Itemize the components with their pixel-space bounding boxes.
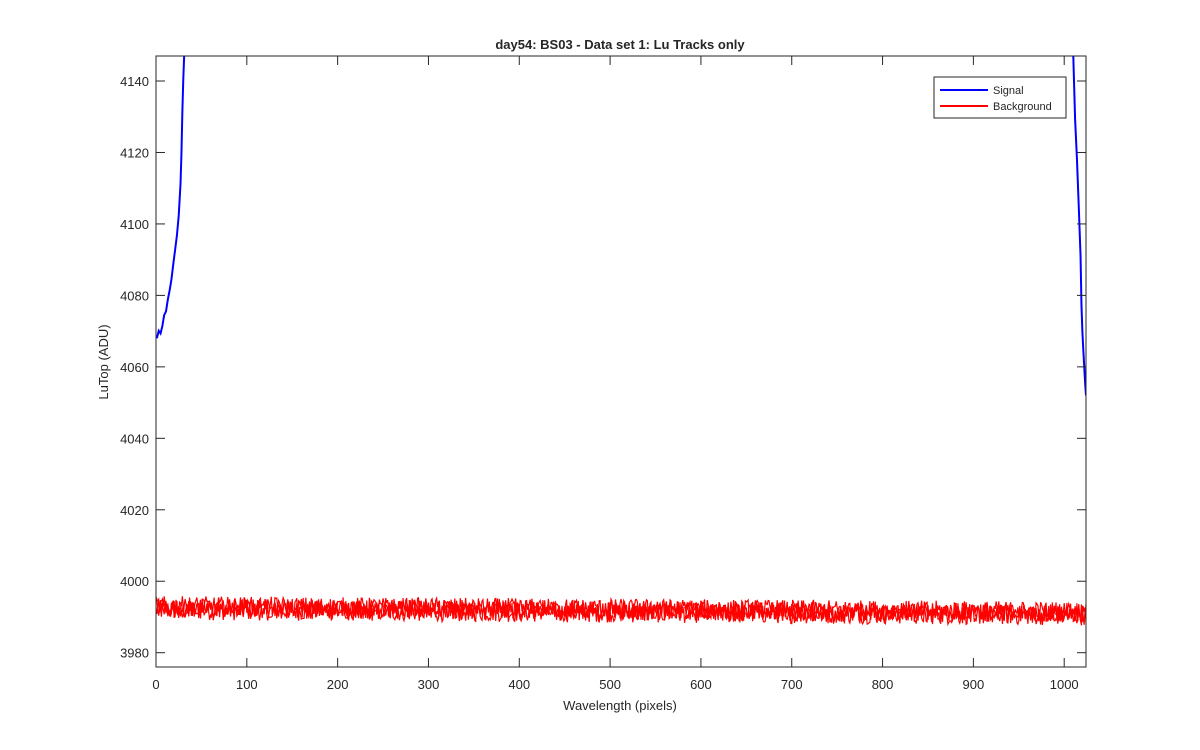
y-tick-label: 4020 <box>120 503 149 518</box>
x-tick-label: 500 <box>599 677 621 692</box>
y-tick-label: 4000 <box>120 574 149 589</box>
x-tick-label: 1000 <box>1050 677 1079 692</box>
y-tick-label: 4040 <box>120 431 149 446</box>
legend-label-background: Background <box>993 101 1052 113</box>
x-tick-label: 0 <box>152 677 159 692</box>
x-tick-label: 800 <box>872 677 894 692</box>
y-tick-label: 4060 <box>120 360 149 375</box>
chart-title: day54: BS03 - Data set 1: Lu Tracks only <box>495 37 745 52</box>
x-tick-label: 900 <box>963 677 985 692</box>
x-tick-label: 100 <box>236 677 258 692</box>
y-tick-label: 4120 <box>120 145 149 160</box>
legend-label-signal: Signal <box>993 85 1024 97</box>
signal-series-line <box>156 56 186 339</box>
x-axis-label: Wavelength (pixels) <box>563 698 677 713</box>
plot-area: 0 100 200 300 400 500 600 700 800 900 1000 3980 4000… <box>120 55 1087 692</box>
signal-series-line <box>1072 56 1086 396</box>
y-tick-label: 4080 <box>120 288 149 303</box>
y-tick-label: 4100 <box>120 217 149 232</box>
axes-box <box>155 55 1087 668</box>
data-layer <box>156 56 1086 627</box>
legend-box <box>933 76 1067 119</box>
legend: Signal Background <box>933 76 1067 119</box>
x-tick-label: 700 <box>781 677 803 692</box>
y-tick-label: 4140 <box>120 74 149 89</box>
x-tick-label: 300 <box>418 677 440 692</box>
background-series-line <box>156 595 1086 623</box>
y-tick-label: 3980 <box>120 646 149 661</box>
x-tick-label: 400 <box>508 677 530 692</box>
x-tick-label: 200 <box>327 677 349 692</box>
y-axis-label: LuTop (ADU) <box>96 324 111 399</box>
x-tick-label: 600 <box>690 677 712 692</box>
